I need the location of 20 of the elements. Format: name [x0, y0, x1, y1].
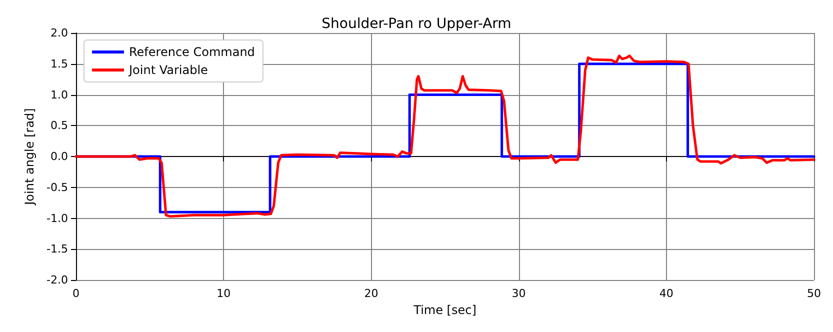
y-tick-label: -2.0 [46, 274, 68, 286]
x-tick-label: 40 [659, 287, 674, 300]
y-tick-label: 0.5 [50, 119, 68, 132]
y-tick-label: -0.5 [46, 180, 68, 194]
y-tick-label: 1.0 [50, 88, 68, 102]
y-tick-label: 0.0 [50, 150, 68, 163]
x-tick-label: 0 [72, 287, 80, 300]
y-axis-title: Joint angle [rad] [22, 108, 37, 206]
x-axis-title: Time [sec] [412, 302, 476, 317]
legend-label: Reference Command [129, 45, 255, 59]
legend-label: Joint Variable [128, 63, 208, 77]
x-tick-label: 30 [512, 287, 526, 300]
y-tick-label: -1.5 [46, 242, 68, 256]
x-tick-label: 20 [364, 287, 378, 300]
y-tick-label: 1.5 [50, 57, 68, 70]
y-tick-label: -1.0 [46, 212, 68, 225]
chart-title: Shoulder-Pan ro Upper-Arm [322, 16, 512, 32]
x-tick-label: 10 [216, 287, 231, 300]
x-tick-label: 50 [807, 287, 821, 300]
y-tick-label: 2.0 [50, 26, 68, 40]
